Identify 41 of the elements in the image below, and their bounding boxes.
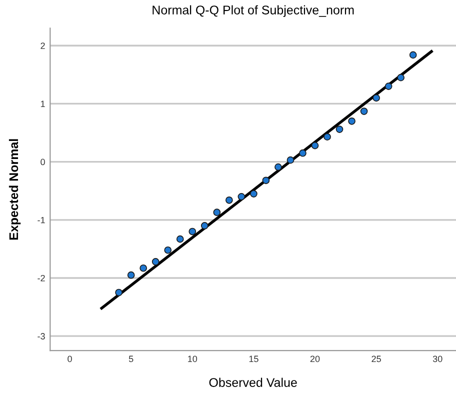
y-tick-label: -1 [38,216,45,224]
point [250,190,258,198]
x-tick-label: 10 [188,356,198,362]
point [127,271,135,279]
x-tick-label: 5 [128,356,134,362]
x-tick-label: 20 [310,356,320,362]
x-tick-label: 30 [432,356,442,362]
y-tick-label: -3 [38,333,45,340]
point [299,149,306,157]
point [336,126,344,133]
point [176,235,184,243]
point [188,228,196,236]
point [360,108,368,115]
point [262,176,270,184]
point [140,264,148,272]
point [213,208,221,216]
point [397,74,404,82]
point [409,51,417,59]
point [384,82,392,90]
point [348,117,356,125]
y-tick-label: 0 [40,158,45,166]
point [152,258,160,266]
y-tick-label: 2 [40,42,45,49]
point [238,192,246,200]
x-tick-label: 25 [372,356,381,362]
point [372,94,380,102]
y-tick-label: 1 [40,100,45,107]
y-axis-title: Expected Normal [8,139,21,240]
point [200,222,208,230]
point [225,196,233,204]
x-axis-title: Observed Value [209,378,297,387]
point [274,163,282,171]
x-tick-label: 15 [249,356,258,362]
point [286,156,294,164]
chart-title: Normal Q-Q Plot of Subjective_norm [152,5,354,17]
y-tick-label: -2 [38,274,45,282]
point [164,246,172,254]
x-tick-label: 0 [68,356,72,362]
point [115,288,122,296]
point [324,133,331,141]
point [311,142,319,150]
